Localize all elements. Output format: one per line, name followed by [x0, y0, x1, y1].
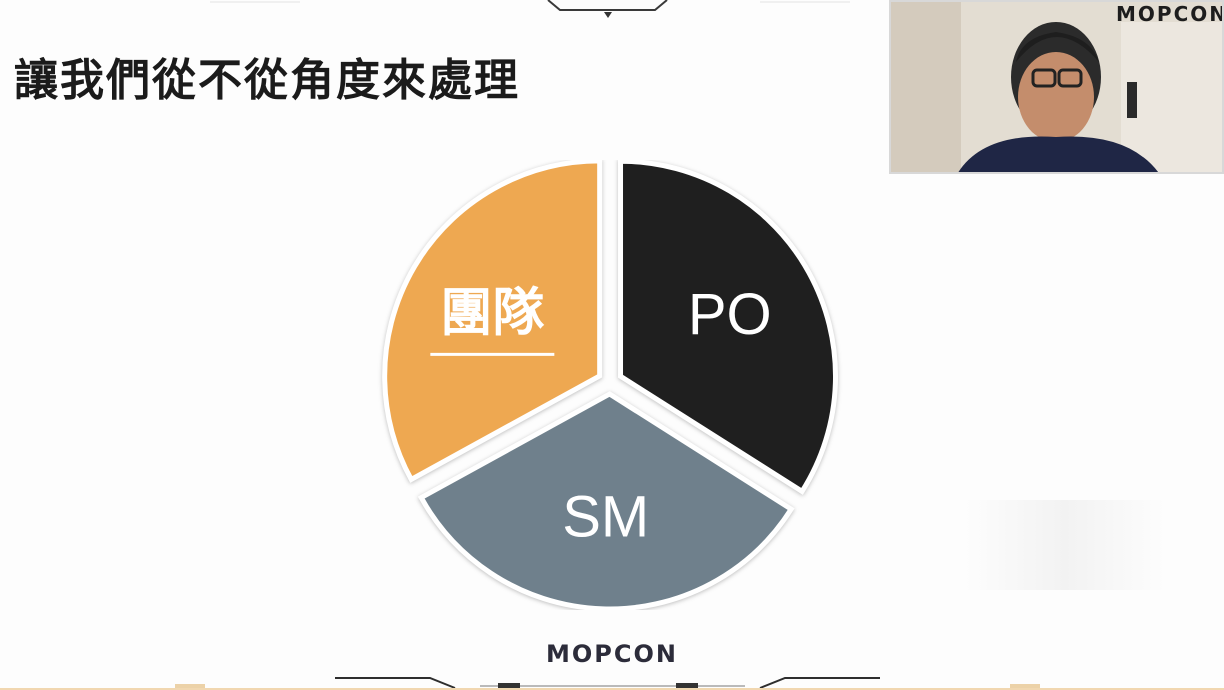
pie-slice-label-1: SM — [562, 485, 649, 550]
top-decoration — [210, 0, 850, 18]
bottom-decoration — [0, 677, 1224, 690]
footer-logo: MOPCON — [546, 640, 678, 668]
background-shadow — [965, 500, 1165, 590]
pie-slice-0 — [618, 160, 839, 495]
webcam-logo: MOPCON — [1116, 2, 1224, 26]
pie-slice-1 — [417, 391, 795, 610]
pie-slice-label-0: PO — [688, 282, 772, 347]
webcam-video-feed: MOPCON — [889, 0, 1224, 174]
pie-slice-label-2: 團隊 — [440, 283, 544, 343]
presenter-video — [891, 2, 1222, 172]
pie-chart: PO SM 團隊 — [382, 160, 839, 610]
pie-slice-2 — [382, 160, 603, 483]
slide-title: 讓我們從不從角度來處理 — [14, 55, 520, 106]
